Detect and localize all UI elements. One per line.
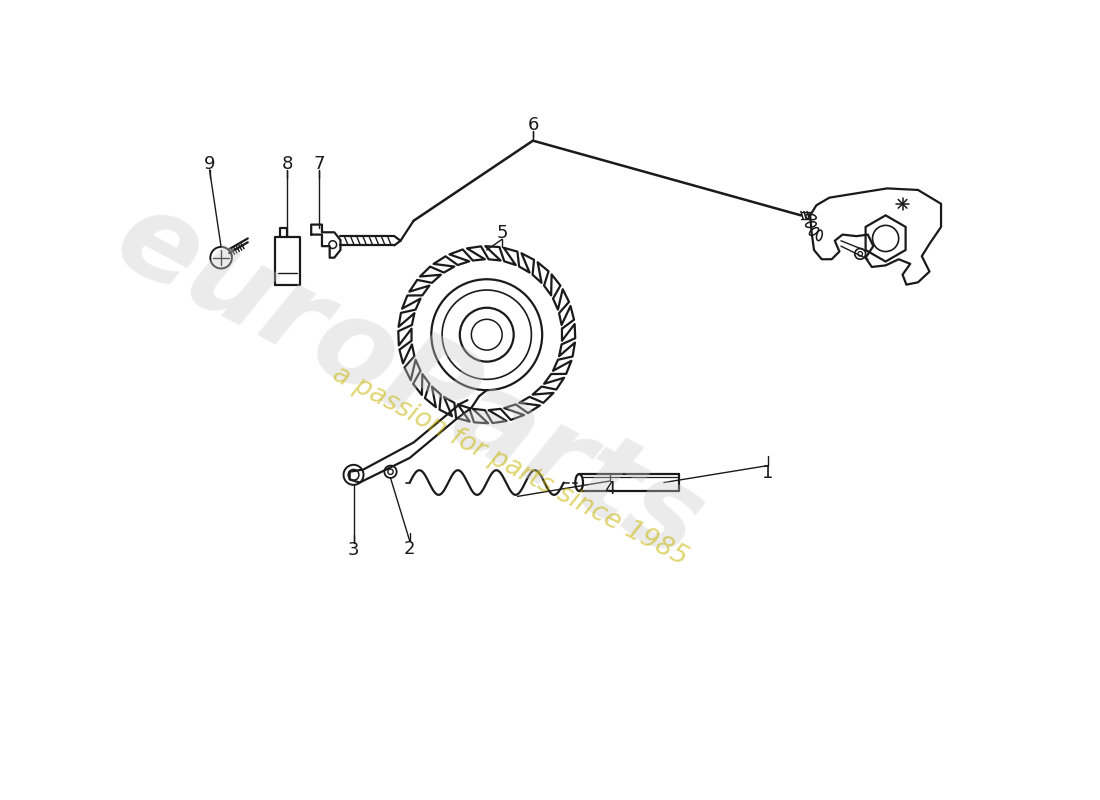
Text: 7: 7 (314, 154, 324, 173)
Text: 1: 1 (762, 464, 773, 482)
Text: 6: 6 (527, 116, 539, 134)
Text: a passion for parts since 1985: a passion for parts since 1985 (328, 361, 692, 570)
Text: 3: 3 (348, 542, 360, 559)
Text: 2: 2 (404, 540, 416, 558)
Text: 4: 4 (604, 480, 616, 498)
Text: euroParts: euroParts (97, 178, 723, 583)
Text: 5: 5 (496, 224, 508, 242)
Text: 9: 9 (204, 154, 216, 173)
Text: 8: 8 (282, 154, 293, 173)
